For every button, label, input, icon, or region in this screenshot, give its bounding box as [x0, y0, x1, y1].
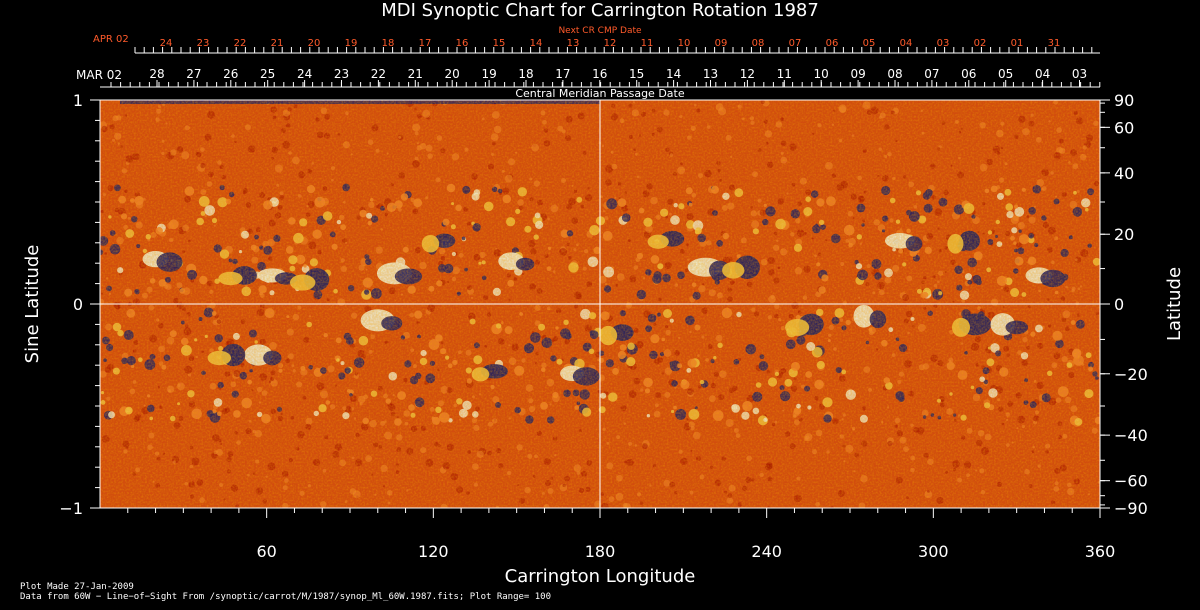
lat-tick-label: −20	[1114, 365, 1148, 384]
next-cr-date-label: 10	[678, 38, 691, 49]
cmp-date-label: 21	[408, 67, 423, 81]
lat-tick-label: 40	[1114, 164, 1134, 183]
next-cr-date-label: 23	[197, 38, 210, 49]
cmp-date-label: 04	[1035, 67, 1050, 81]
next-cr-date-label: 20	[308, 38, 321, 49]
lat-tick-label: 90	[1114, 91, 1134, 110]
top-date-axes: 24 23 22 21 20 19 18 17 16 15 14 13 12 11 10 09 08 07 06 05…	[100, 38, 1101, 88]
next-cr-date-label: 08	[752, 38, 765, 49]
x-axis: 60 120 180 240 300 360	[127, 508, 1116, 561]
next-cr-date-label: 16	[456, 38, 469, 49]
next-cr-date-label: 02	[974, 38, 987, 49]
next-cr-date-label: 19	[345, 38, 358, 49]
cmp-date-label: 28	[149, 67, 164, 81]
y-axis-label-right: Latitude	[1164, 267, 1185, 341]
next-cr-date-label: 14	[530, 38, 543, 49]
cmp-date-label: 19	[481, 67, 496, 81]
next-cr-date-label: 21	[271, 38, 284, 49]
cmp-date-label: 05	[998, 67, 1013, 81]
y-axis-right: 90 60 40 20 0 −20 −40 −60 −90	[1100, 91, 1148, 518]
x-tick-label: 300	[918, 542, 949, 561]
cmp-date-label: 27	[186, 67, 201, 81]
cmp-date-label: 25	[260, 67, 275, 81]
cmp-date-label: 20	[445, 67, 460, 81]
next-cr-date-label: 03	[937, 38, 950, 49]
next-cr-date-label: 07	[789, 38, 802, 49]
y-axis-left: 1 0 −1	[59, 91, 100, 518]
lat-tick-label: −60	[1114, 472, 1148, 491]
x-tick-label: 180	[585, 542, 616, 561]
next-cr-date-label: 17	[419, 38, 432, 49]
x-tick-label: 240	[751, 542, 782, 561]
chart-title: MDI Synoptic Chart for Carrington Rotati…	[381, 0, 819, 21]
cmp-date-label: 23	[334, 67, 349, 81]
cmp-date-label: 26	[223, 67, 238, 81]
lat-tick-label: 0	[1114, 295, 1124, 314]
lat-tick-label: 60	[1114, 118, 1134, 137]
x-tick-label: 360	[1085, 542, 1116, 561]
next-cr-axis-label: Next CR CMP Date	[558, 26, 642, 36]
lat-tick-label: 20	[1114, 225, 1134, 244]
cmp-start-label: MAR 02	[76, 68, 122, 82]
next-cr-date-label: 22	[234, 38, 247, 49]
x-axis-label: Carrington Longitude	[505, 566, 696, 587]
data-source-text: Data from 60W − Line−of−Sight From /syno…	[20, 592, 551, 602]
cmp-date-label: 08	[887, 67, 902, 81]
lat-tick-label: −40	[1114, 426, 1148, 445]
cmp-axis-label: Central Meridian Passage Date	[515, 87, 684, 100]
cmp-date-label: 13	[703, 67, 718, 81]
cmp-date-label: 12	[740, 67, 755, 81]
cmp-date-label: 24	[297, 67, 312, 81]
cmp-date-label: 10	[814, 67, 829, 81]
cmp-date-label: 18	[518, 67, 533, 81]
y-tick-label-left: 1	[73, 91, 83, 110]
next-cr-date-label: 31	[1048, 38, 1061, 49]
cmp-date-label: 03	[1072, 67, 1087, 81]
next-cr-start-label: APR 02	[93, 34, 129, 45]
cmp-date-label: 11	[777, 67, 792, 81]
next-cr-date-label: 05	[863, 38, 876, 49]
cmp-date-label: 07	[924, 67, 939, 81]
next-cr-date-label: 09	[715, 38, 728, 49]
plot-made-text: Plot Made 27-Jan-2009	[20, 582, 134, 592]
lat-tick-label: −90	[1114, 499, 1148, 518]
cmp-date-label: 09	[850, 67, 865, 81]
next-cr-date-label: 24	[160, 38, 173, 49]
next-cr-date-label: 18	[382, 38, 395, 49]
next-cr-date-label: 11	[641, 38, 654, 49]
next-cr-date-label: 04	[900, 38, 913, 49]
x-tick-label: 120	[418, 542, 449, 561]
next-cr-date-label: 15	[493, 38, 506, 49]
cmp-date-label: 16	[592, 67, 607, 81]
next-cr-date-label: 13	[567, 38, 580, 49]
x-tick-label: 60	[256, 542, 276, 561]
cmp-date-label: 22	[371, 67, 386, 81]
cmp-date-label: 15	[629, 67, 644, 81]
y-tick-label-left: −1	[59, 499, 83, 518]
cmp-date-label: 17	[555, 67, 570, 81]
next-cr-date-label: 06	[826, 38, 839, 49]
cmp-date-label: 06	[961, 67, 976, 81]
y-axis-label-left: Sine Latitude	[22, 245, 43, 364]
y-tick-label-left: 0	[73, 295, 83, 314]
cmp-date-label: 14	[666, 67, 681, 81]
next-cr-date-label: 12	[604, 38, 617, 49]
next-cr-date-label: 01	[1011, 38, 1024, 49]
